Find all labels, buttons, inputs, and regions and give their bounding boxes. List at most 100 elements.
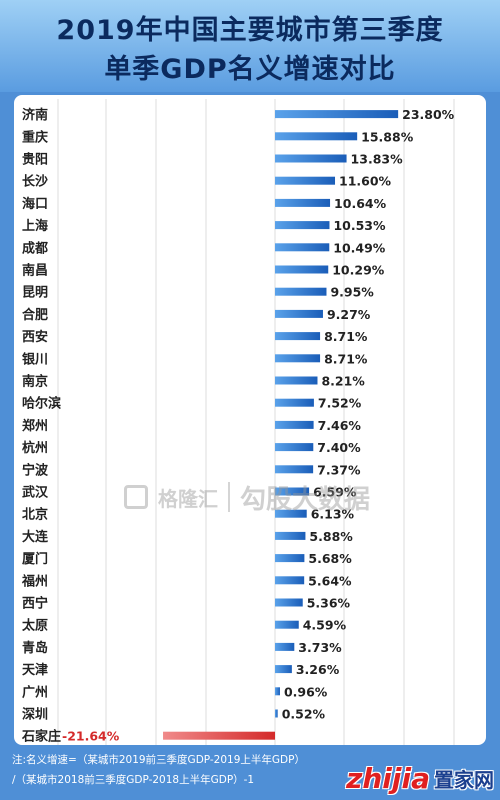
value-label: 5.36% [307, 596, 351, 611]
chart-panel: 济南 23.80% 重庆 15.88% 贵阳 13.83% 长沙 11.60% 海口 10.64%… [14, 95, 486, 745]
value-label: 10.49% [333, 240, 386, 255]
category-label: 杭州 [22, 440, 48, 456]
footnote-line2: /（某城市2018前三季度GDP-2018上半年GDP）-1 [12, 774, 255, 786]
watermark: 格隆汇 勾股大数据 [124, 477, 424, 517]
category-label: 西宁 [22, 596, 48, 612]
bar [275, 376, 318, 385]
bar [275, 287, 327, 296]
category-label: 石家庄 [21, 729, 61, 745]
category-label: 昆明 [22, 285, 48, 301]
bar [275, 665, 292, 674]
bar [275, 309, 323, 318]
category-label: 长沙 [22, 174, 48, 190]
value-label: 7.52% [318, 396, 362, 411]
bar [275, 509, 307, 518]
bar [275, 398, 314, 407]
value-label: 8.21% [321, 374, 365, 389]
value-label: 10.64% [334, 196, 387, 211]
value-label: 4.59% [303, 618, 347, 633]
bar [275, 642, 295, 651]
category-label: 北京 [22, 507, 48, 523]
bar [275, 154, 347, 163]
value-label: 5.68% [308, 551, 352, 566]
bar [275, 243, 330, 252]
bar [275, 709, 278, 718]
value-label: 3.26% [296, 662, 340, 677]
value-label: 3.73% [298, 640, 342, 655]
bar [163, 731, 275, 740]
bar [275, 221, 330, 230]
category-label: 郑州 [22, 418, 48, 434]
value-label: 13.83% [351, 152, 404, 167]
category-label: 宁波 [22, 462, 49, 478]
site-logo: zhijia 置家网 [346, 760, 494, 796]
watermark-text: 勾股大数据 [240, 484, 371, 515]
value-label: 23.80% [402, 107, 455, 122]
bar [275, 265, 329, 274]
bar [275, 554, 305, 563]
value-label: 6.13% [311, 507, 355, 522]
category-label: 南京 [22, 374, 48, 390]
bar [275, 110, 399, 119]
value-label: -21.64% [62, 729, 120, 744]
category-label: 贵阳 [22, 152, 48, 168]
bar [275, 132, 358, 141]
category-label: 福州 [21, 573, 48, 589]
value-label: 9.95% [330, 285, 374, 300]
category-label: 海口 [22, 196, 48, 212]
category-label: 银川 [22, 351, 48, 367]
bar [275, 198, 331, 207]
bar [275, 465, 314, 474]
watermark-divider [228, 482, 230, 512]
category-label: 厦门 [22, 551, 48, 567]
value-label: 5.88% [309, 529, 353, 544]
bar [275, 620, 299, 629]
value-label: 7.46% [318, 418, 362, 433]
category-label: 天津 [22, 662, 48, 678]
site-logo-sub: 置家网 [434, 767, 494, 792]
bar [275, 176, 336, 185]
bar [275, 443, 314, 452]
value-label: 11.60% [339, 174, 392, 189]
category-label: 青岛 [22, 640, 48, 656]
value-label: 9.27% [327, 307, 371, 322]
category-label: 大连 [22, 529, 49, 545]
value-label: 8.71% [324, 329, 368, 344]
watermark-brand: 格隆汇 [158, 486, 218, 511]
category-label: 南昌 [22, 263, 48, 279]
bar-chart: 济南 23.80% 重庆 15.88% 贵阳 13.83% 长沙 11.60% 海口 10.64%… [21, 99, 455, 745]
category-label: 哈尔滨 [22, 396, 61, 412]
bar [275, 598, 303, 607]
footnote-line1: 注:名义增速=（某城市2019前三季度GDP-2019上半年GDP） [12, 754, 305, 766]
value-label: 6.59% [313, 485, 357, 500]
bar [275, 531, 306, 540]
value-label: 0.52% [282, 707, 326, 722]
footnote: 注:名义增速=（某城市2019前三季度GDP-2019上半年GDP） /（某城市… [12, 750, 392, 790]
bar [275, 576, 305, 585]
chart-title-line1: 2019年中国主要城市第三季度 [56, 15, 444, 46]
value-label: 10.53% [333, 218, 386, 233]
bar [275, 420, 314, 429]
category-label: 成都 [22, 240, 48, 256]
category-label: 广州 [22, 684, 48, 700]
category-label: 重庆 [22, 129, 48, 145]
value-label: 7.40% [317, 440, 361, 455]
category-label: 合肥 [22, 307, 48, 323]
value-label: 8.71% [324, 351, 368, 366]
chart-title-line2: 单季GDP名义增速对比 [104, 54, 396, 85]
category-label: 西安 [22, 329, 48, 345]
category-label: 深圳 [22, 707, 48, 723]
value-label: 15.88% [361, 129, 414, 144]
value-label: 0.96% [284, 684, 328, 699]
bar [275, 687, 280, 696]
bar [275, 487, 310, 496]
value-label: 5.64% [308, 573, 352, 588]
value-label: 10.29% [332, 263, 385, 278]
category-label: 武汉 [22, 485, 49, 501]
bar [275, 332, 321, 341]
category-label: 济南 [22, 107, 48, 123]
value-label: 7.37% [317, 462, 361, 477]
category-label: 太原 [21, 618, 48, 634]
site-logo-main: zhijia [346, 761, 430, 795]
watermark-logo-icon [124, 485, 148, 509]
